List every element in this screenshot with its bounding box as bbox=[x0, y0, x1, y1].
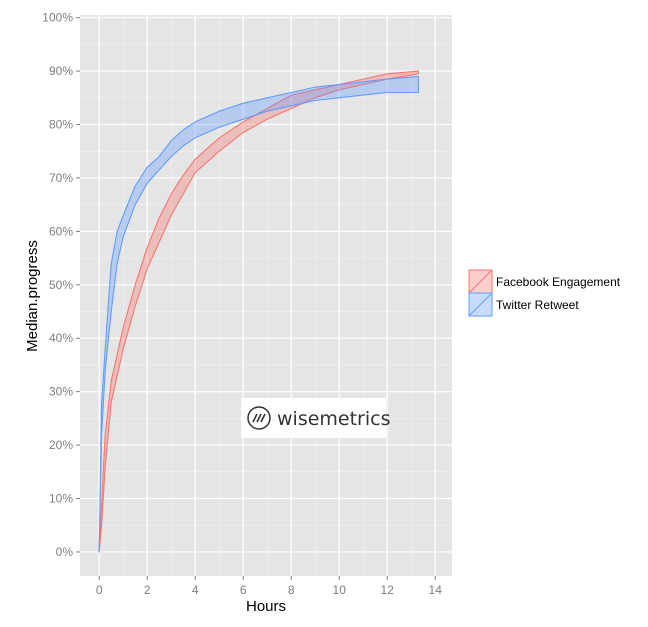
y-axis-ticks: 0% 10% 20% 30% 40% 50% 60% 70% 80% 90% 100% bbox=[42, 11, 80, 559]
major-gridlines bbox=[80, 15, 452, 576]
x-tick-label: 4 bbox=[192, 583, 199, 597]
x-axis-title: Hours bbox=[246, 598, 286, 615]
x-tick-label: 8 bbox=[288, 583, 295, 597]
watermark: wisemetrics bbox=[241, 398, 391, 438]
legend-label-twitter: Twitter Retweet bbox=[496, 298, 579, 312]
legend-key-facebook-slash bbox=[468, 269, 493, 294]
x-tick-label: 10 bbox=[333, 583, 347, 597]
y-tick-label: 70% bbox=[49, 171, 73, 185]
legend-item-twitter: Twitter Retweet bbox=[468, 292, 579, 317]
y-tick-label: 80% bbox=[49, 118, 73, 132]
y-tick-label: 60% bbox=[49, 224, 73, 238]
y-tick-label: 30% bbox=[49, 385, 73, 399]
plot-panel bbox=[80, 15, 452, 576]
y-tick-label: 20% bbox=[49, 438, 73, 452]
y-tick-label: 0% bbox=[56, 545, 74, 559]
ribbon-bands bbox=[98, 70, 419, 553]
x-axis-ticks: 0 2 4 6 8 10 12 14 bbox=[96, 576, 442, 597]
ribbon-facebook bbox=[98, 70, 419, 553]
minor-gridlines bbox=[80, 15, 452, 576]
watermark-box bbox=[241, 398, 386, 438]
y-tick-label: 10% bbox=[49, 492, 73, 506]
watermark-logo-mark bbox=[252, 413, 266, 423]
y-tick-label: 90% bbox=[49, 64, 73, 78]
y-tick-label: 100% bbox=[42, 11, 73, 25]
watermark-text: wisemetrics bbox=[277, 408, 391, 430]
y-tick-label: 40% bbox=[49, 331, 73, 345]
legend-label-facebook: Facebook Engagement bbox=[496, 275, 621, 289]
x-tick-label: 6 bbox=[240, 583, 247, 597]
x-tick-label: 2 bbox=[144, 583, 151, 597]
watermark-logo-icon bbox=[247, 406, 271, 430]
y-tick-label: 50% bbox=[49, 278, 73, 292]
legend: Facebook Engagement Twitter Retweet bbox=[468, 269, 621, 317]
x-tick-label: 0 bbox=[96, 583, 103, 597]
ribbon-twitter bbox=[98, 75, 419, 553]
legend-key-twitter-slash bbox=[468, 292, 493, 317]
x-tick-label: 14 bbox=[429, 583, 443, 597]
y-axis-title: Median.progress bbox=[24, 240, 41, 352]
x-tick-label: 12 bbox=[381, 583, 395, 597]
legend-item-facebook: Facebook Engagement bbox=[468, 269, 621, 294]
